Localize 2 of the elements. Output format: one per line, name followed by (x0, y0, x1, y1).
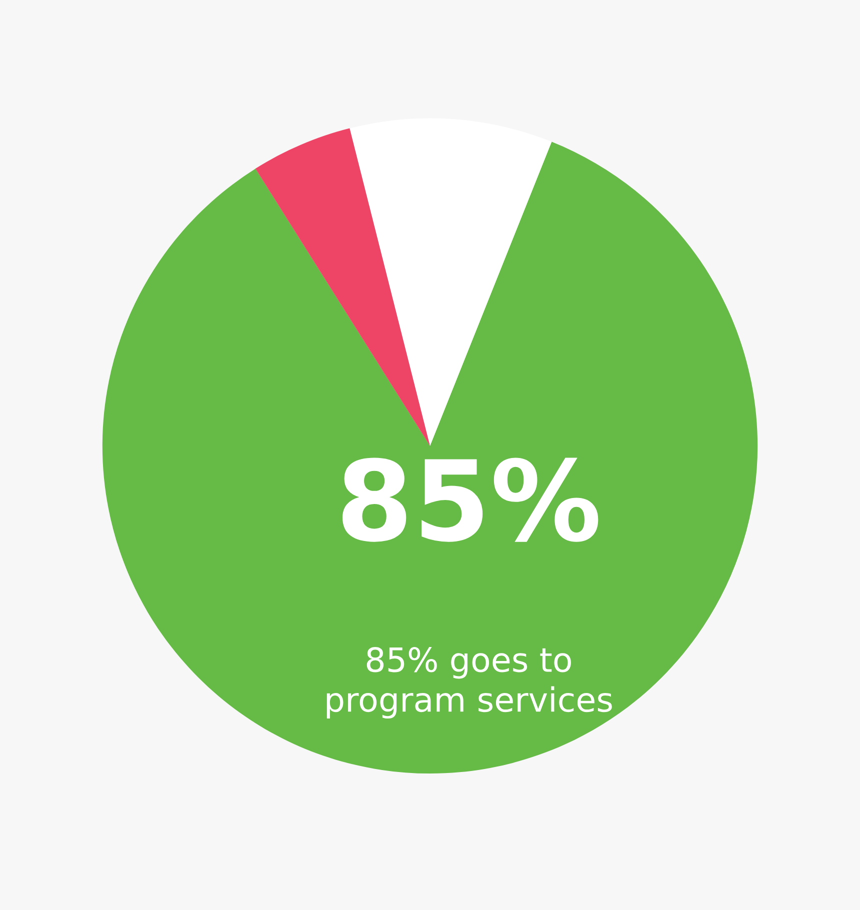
text: 85% goes to program services (326, 647, 612, 719)
text: 85% (342, 458, 598, 542)
